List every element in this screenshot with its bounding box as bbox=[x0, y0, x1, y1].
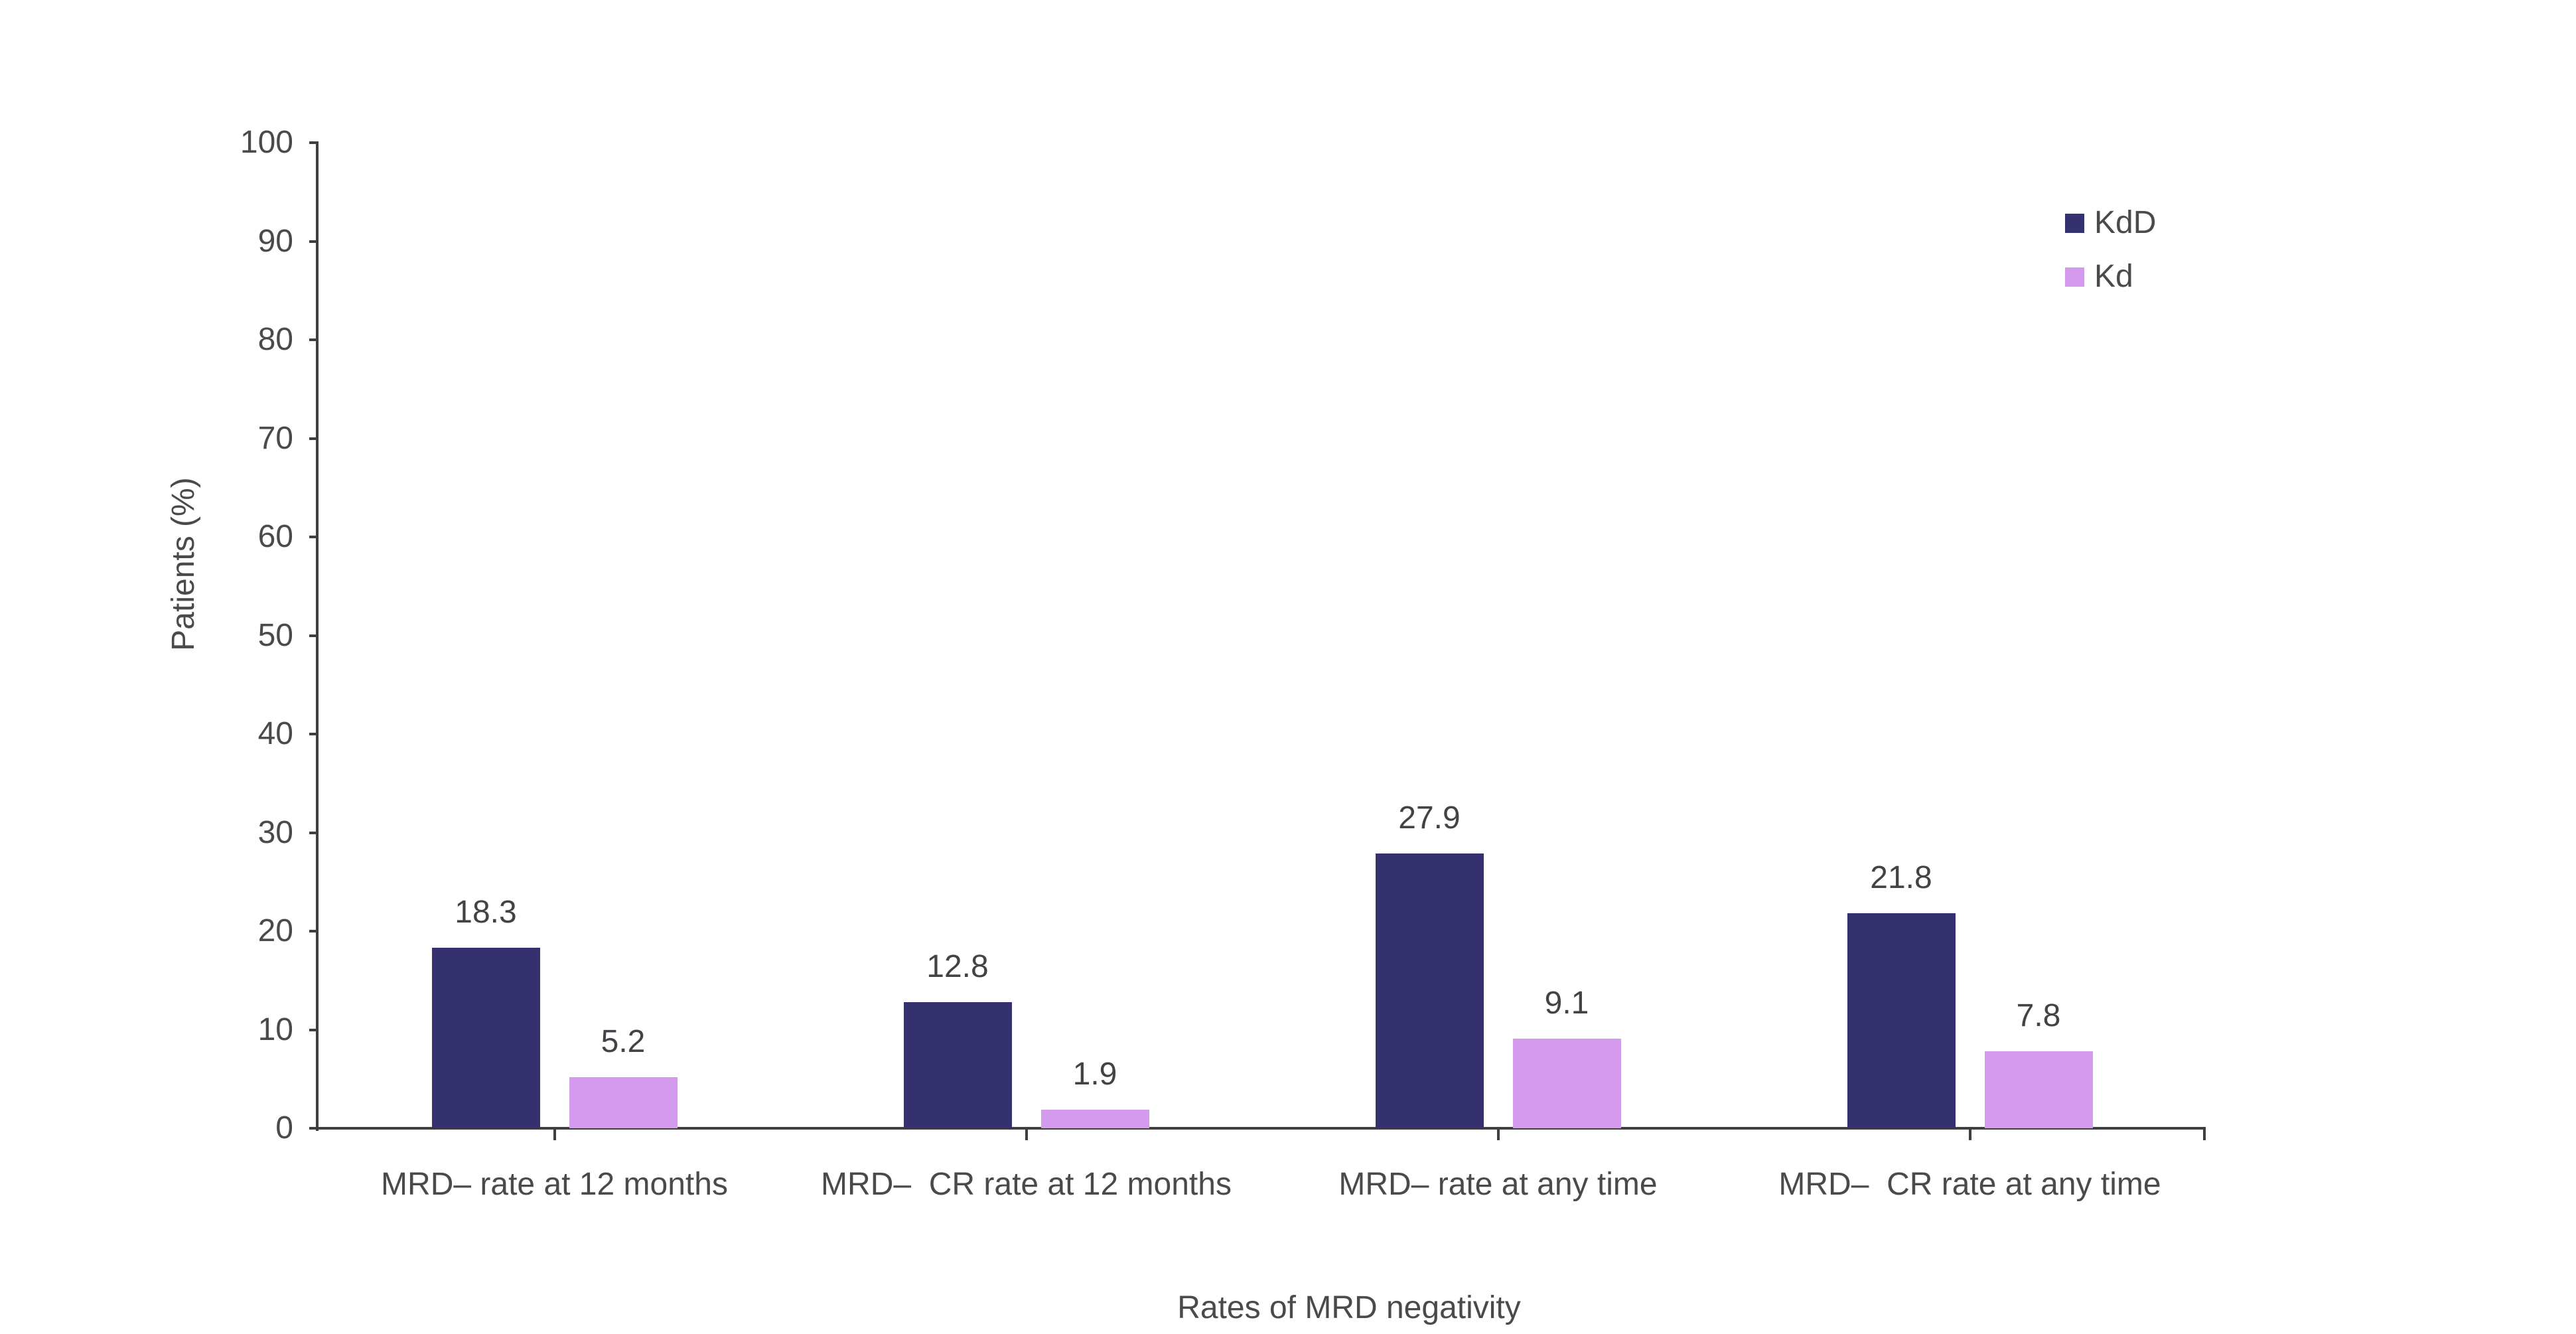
y-tick bbox=[309, 1028, 319, 1031]
x-axis-spine bbox=[309, 1127, 2206, 1130]
y-tick-label: 80 bbox=[257, 322, 293, 357]
bar-value-label: 9.1 bbox=[1544, 985, 1589, 1021]
y-tick bbox=[309, 733, 319, 735]
y-tick bbox=[309, 634, 319, 637]
x-axis-title: Rates of MRD negativity bbox=[1177, 1290, 1521, 1325]
bar-value-label: 12.8 bbox=[926, 948, 989, 984]
category-label: MRD– CR rate at any time bbox=[1778, 1167, 2161, 1202]
y-tick bbox=[309, 831, 319, 834]
bar-value-label: 18.3 bbox=[455, 895, 517, 930]
x-tick bbox=[1496, 1130, 1500, 1140]
legend-swatch-kd-icon bbox=[2065, 267, 2084, 287]
y-tick-label: 20 bbox=[257, 913, 293, 948]
bar-value-label: 27.9 bbox=[1398, 800, 1461, 836]
y-tick bbox=[309, 240, 319, 243]
bar-kdd bbox=[1847, 913, 1956, 1128]
category-label: MRD– rate at 12 months bbox=[381, 1167, 728, 1202]
bar-kdd bbox=[431, 948, 540, 1128]
y-tick bbox=[309, 141, 319, 144]
y-tick-label: 90 bbox=[257, 223, 293, 259]
x-tick bbox=[553, 1130, 556, 1140]
legend-item-kdd: KdD bbox=[2065, 204, 2156, 242]
bar-value-label: 7.8 bbox=[2016, 998, 2061, 1034]
y-tick-label: 100 bbox=[240, 125, 293, 160]
x-tick bbox=[1025, 1130, 1028, 1140]
x-tick bbox=[1968, 1130, 1971, 1140]
y-tick bbox=[309, 536, 319, 538]
y-tick-label: 60 bbox=[257, 519, 293, 554]
category-label: MRD– CR rate at 12 months bbox=[821, 1167, 1232, 1202]
legend-label-kd: Kd bbox=[2094, 259, 2133, 294]
legend-item-kd: Kd bbox=[2065, 258, 2156, 296]
bar-kdd bbox=[1375, 853, 1484, 1128]
bar-kd bbox=[569, 1076, 678, 1128]
bar-value-label: 21.8 bbox=[1870, 860, 1932, 896]
y-tick bbox=[309, 338, 319, 341]
x-axis-end-tick bbox=[2203, 1130, 2206, 1140]
bar-kd bbox=[1984, 1051, 2093, 1128]
y-axis-spine bbox=[316, 143, 319, 1131]
y-tick-label: 40 bbox=[257, 716, 293, 751]
y-tick bbox=[309, 1127, 319, 1130]
y-tick-label: 70 bbox=[257, 420, 293, 456]
legend: KdD Kd bbox=[2065, 204, 2156, 311]
y-tick-label: 0 bbox=[275, 1110, 293, 1146]
legend-label-kdd: KdD bbox=[2094, 205, 2157, 240]
y-tick-label: 50 bbox=[257, 617, 293, 653]
y-tick-label: 10 bbox=[257, 1011, 293, 1047]
bar-kdd bbox=[903, 1001, 1012, 1128]
legend-swatch-kdd-icon bbox=[2065, 213, 2084, 233]
category-label: MRD– rate at any time bbox=[1338, 1167, 1658, 1202]
bar-kd bbox=[1512, 1038, 1621, 1128]
bar-kd bbox=[1040, 1109, 1149, 1128]
y-tick bbox=[309, 437, 319, 440]
bar-value-label: 1.9 bbox=[1072, 1056, 1117, 1092]
bar-value-label: 5.2 bbox=[601, 1023, 646, 1059]
y-tick bbox=[309, 930, 319, 932]
y-tick-label: 30 bbox=[257, 814, 293, 850]
